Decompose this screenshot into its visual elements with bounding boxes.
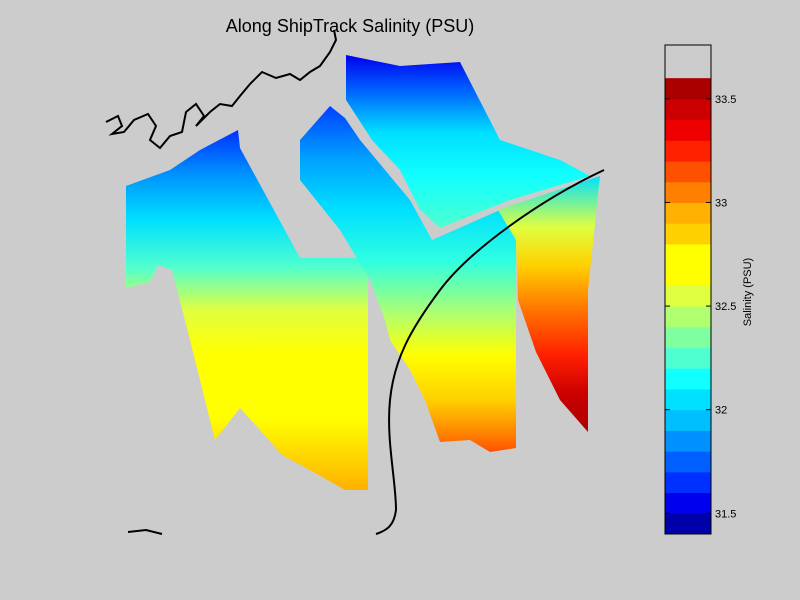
coastline-south (127, 528, 163, 535)
colorbar-band (665, 140, 711, 162)
colorbar-band (665, 409, 711, 431)
colorbar-band (665, 161, 711, 183)
colorbar-tick-label: 33.5 (715, 94, 736, 106)
colorbar-band (665, 78, 711, 100)
chart-title: Along ShipTrack Salinity (PSU) (225, 16, 475, 36)
colorbar-band (665, 471, 711, 494)
track-swath-north (346, 55, 590, 228)
colorbar-band (665, 119, 711, 141)
colorbar-label: Salinity (PSU) (742, 257, 754, 327)
colorbar-tick-label: 33 (715, 197, 727, 209)
coastline (105, 29, 338, 150)
colorbar-band (665, 451, 711, 473)
colorbar-tick-label: 31.5 (715, 508, 736, 520)
track-swath-central (300, 106, 516, 452)
track-swath-west (126, 130, 368, 490)
ship-track-line (375, 169, 605, 535)
colorbar-tick-label: 32 (715, 405, 727, 417)
colorbar-band (665, 306, 711, 328)
colorbar-band (665, 388, 711, 411)
track-swath-east (498, 176, 600, 432)
colorbar-band (665, 264, 711, 286)
colorbar-band (665, 98, 711, 121)
colorbar-band (665, 368, 711, 390)
colorbar-band (665, 492, 711, 514)
colorbar-band (665, 285, 711, 307)
colorbar-band (665, 181, 711, 203)
colorbar-band (665, 347, 711, 369)
colorbar-band (665, 202, 711, 224)
colorbar-band (665, 243, 711, 266)
colorbar-tick-label: 32.5 (715, 301, 736, 313)
colorbar-band (665, 326, 711, 349)
colorbar-band (665, 223, 711, 245)
colorbar-band (665, 430, 711, 452)
colorbar-band (665, 513, 711, 535)
colorbar-frame (664, 44, 712, 535)
colorbar: 31.5 32 32.5 33 33.5 (664, 44, 736, 535)
